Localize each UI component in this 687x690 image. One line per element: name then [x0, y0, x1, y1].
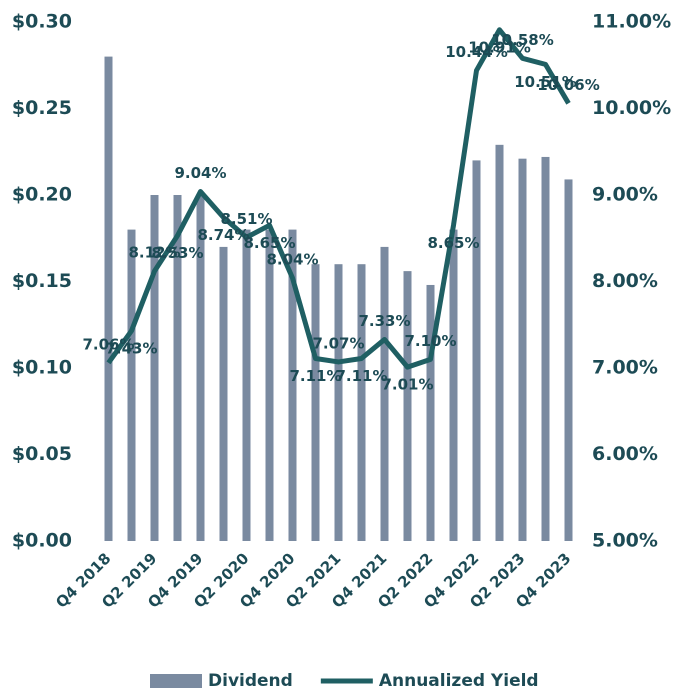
data-label: 7.07% — [312, 334, 364, 352]
y-tick-label: $0.10 — [12, 357, 72, 379]
data-label: 8.65% — [427, 234, 479, 252]
bar — [449, 229, 458, 541]
data-label: 10.91% — [468, 38, 530, 56]
y-tick-label: $0.20 — [12, 184, 72, 206]
bar — [173, 195, 182, 541]
legend-label: Annualized Yield — [379, 671, 539, 690]
data-label: 7.11% — [335, 367, 387, 385]
data-label: 7.10% — [404, 332, 456, 350]
bar — [150, 195, 159, 541]
bar — [265, 229, 274, 541]
y-tick-label: $0.00 — [12, 530, 72, 552]
bar — [541, 156, 550, 541]
y2-tick-label: 9.00% — [592, 184, 658, 206]
y-tick-label: $0.15 — [12, 270, 72, 292]
data-label: 7.01% — [381, 376, 433, 394]
data-label: 8.51% — [220, 210, 272, 228]
data-label: 10.44% — [445, 43, 507, 61]
bar — [403, 271, 412, 541]
bar — [127, 229, 136, 541]
bar — [380, 246, 389, 541]
data-label: 10.06% — [537, 76, 599, 94]
bar — [311, 264, 320, 541]
bar — [518, 158, 527, 542]
data-label: 9.04% — [174, 164, 226, 182]
bar — [288, 229, 297, 541]
data-label: 8.74% — [197, 226, 249, 244]
data-label: 10.51% — [514, 73, 576, 91]
data-label: 7.43% — [105, 339, 157, 357]
data-label: 7.06% — [82, 335, 134, 353]
legend-swatch — [150, 674, 202, 688]
bar — [357, 264, 366, 541]
y2-tick-label: 10.00% — [592, 97, 671, 119]
bar — [219, 246, 228, 541]
data-label: 7.33% — [358, 312, 410, 330]
data-label: 8.04% — [266, 251, 318, 269]
bar — [495, 144, 504, 541]
y-tick-label: $0.05 — [12, 443, 72, 465]
data-label: 10.58% — [491, 31, 553, 49]
bar — [334, 264, 343, 541]
bar — [472, 160, 481, 541]
y2-tick-label: 8.00% — [592, 270, 658, 292]
bar — [104, 56, 113, 541]
data-label: 8.12% — [128, 244, 180, 262]
legend-label: Dividend — [208, 671, 293, 690]
bar — [564, 179, 573, 541]
y2-tick-label: 7.00% — [592, 357, 658, 379]
data-label: 8.53% — [151, 244, 203, 262]
y2-tick-label: 11.00% — [592, 11, 671, 33]
data-label: 7.11% — [289, 367, 341, 385]
y2-tick-label: 5.00% — [592, 530, 658, 552]
bar — [242, 229, 251, 541]
line — [106, 27, 571, 370]
y-tick-label: $0.30 — [12, 11, 72, 33]
data-label: 8.65% — [243, 234, 295, 252]
bar — [196, 195, 205, 541]
y2-tick-label: 6.00% — [592, 443, 658, 465]
bar — [426, 284, 435, 541]
y-tick-label: $0.25 — [12, 97, 72, 119]
